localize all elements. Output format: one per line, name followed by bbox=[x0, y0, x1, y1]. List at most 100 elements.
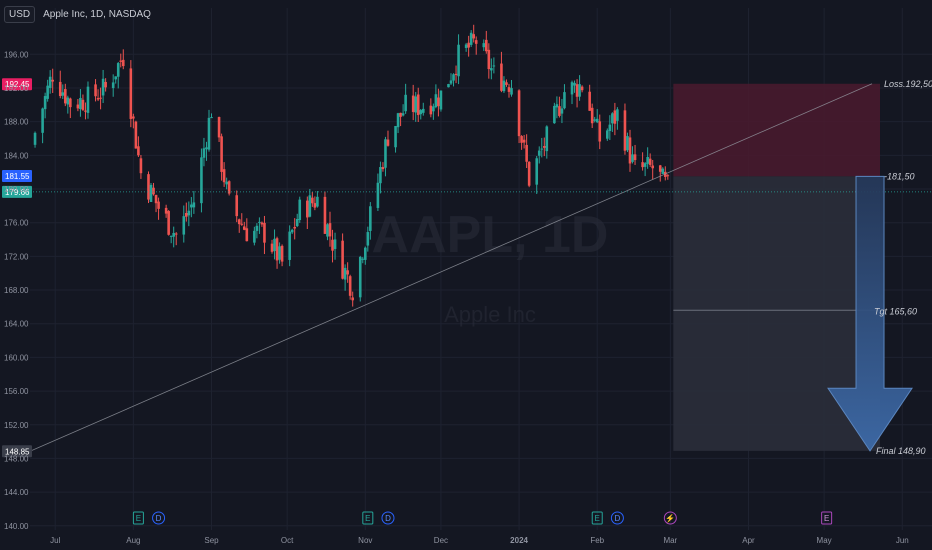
candle-body bbox=[379, 167, 382, 184]
y-tick-label: 152.00 bbox=[4, 421, 29, 430]
dividend-icon[interactable] bbox=[381, 511, 395, 525]
candle-body bbox=[502, 80, 506, 92]
x-tick-label: Nov bbox=[358, 536, 372, 545]
currency-button[interactable]: USD bbox=[4, 6, 36, 23]
candle-body bbox=[376, 182, 380, 208]
y-tick-label: 196.00 bbox=[4, 50, 29, 59]
y-tick-label: 180.00 bbox=[4, 185, 29, 194]
candle-body bbox=[157, 201, 160, 209]
candle-body bbox=[421, 108, 425, 113]
candle-body bbox=[611, 113, 614, 124]
candle-body bbox=[182, 216, 186, 235]
x-tick-label: Sep bbox=[204, 536, 219, 545]
target-arrow[interactable] bbox=[827, 175, 913, 452]
earnings-icon[interactable] bbox=[362, 511, 374, 525]
candle-body bbox=[333, 239, 337, 249]
candle-body bbox=[237, 219, 241, 225]
candle-body bbox=[396, 113, 400, 128]
candle-body bbox=[666, 175, 670, 177]
candle-body bbox=[578, 84, 581, 97]
candle-body bbox=[358, 256, 362, 298]
candle-body bbox=[434, 94, 438, 108]
candle-body bbox=[439, 90, 443, 110]
candle-body bbox=[217, 117, 221, 138]
candle-body bbox=[510, 88, 513, 95]
price-tag bbox=[2, 185, 32, 198]
candle-body bbox=[346, 270, 349, 275]
candle-body bbox=[631, 154, 634, 162]
earnings-icon[interactable] bbox=[591, 511, 603, 525]
x-tick-label: Jun bbox=[896, 536, 909, 545]
price-tag bbox=[2, 78, 32, 91]
candle-body bbox=[381, 167, 385, 170]
candle-body bbox=[623, 110, 627, 151]
candle-body bbox=[202, 148, 206, 158]
y-tick-label: 156.00 bbox=[4, 387, 29, 396]
candle-body bbox=[263, 222, 266, 243]
candle-body bbox=[147, 174, 150, 200]
candle-body bbox=[369, 206, 372, 231]
candle-body bbox=[474, 40, 478, 44]
earnings-upcoming-icon[interactable] bbox=[821, 511, 833, 525]
candle-body bbox=[280, 245, 284, 262]
earnings-upcoming-label: E bbox=[824, 514, 829, 523]
candle-body bbox=[288, 231, 291, 260]
candle-body bbox=[386, 139, 390, 146]
candle-body bbox=[527, 161, 531, 186]
candle-body bbox=[560, 108, 564, 114]
candle-body bbox=[43, 96, 47, 110]
candle-body bbox=[414, 96, 418, 113]
candle-body bbox=[437, 97, 440, 107]
loss-zone[interactable] bbox=[673, 83, 881, 177]
candle-body bbox=[172, 232, 175, 237]
candle-body bbox=[411, 95, 415, 112]
candle-body bbox=[490, 68, 493, 71]
candle-body bbox=[520, 136, 523, 143]
x-tick-label: Oct bbox=[281, 536, 294, 545]
candle-body bbox=[429, 105, 433, 115]
candle-body bbox=[169, 235, 173, 237]
dividend-icon[interactable] bbox=[610, 511, 624, 525]
dividend-icon[interactable] bbox=[152, 511, 166, 525]
earnings-label: E bbox=[365, 514, 370, 523]
candle-body bbox=[593, 119, 597, 121]
candle-body bbox=[646, 157, 649, 164]
candle-body bbox=[152, 187, 155, 195]
candle-body bbox=[545, 126, 549, 152]
chart-header: USD Apple Inc, 1D, NASDAQ bbox=[4, 6, 151, 23]
candle-body bbox=[570, 82, 574, 95]
candle-body bbox=[540, 148, 544, 150]
candle-body bbox=[121, 59, 125, 67]
candle-body bbox=[432, 106, 435, 112]
symbol-title[interactable]: Apple Inc, 1D, NASDAQ bbox=[43, 9, 151, 20]
y-tick-label: 184.00 bbox=[4, 151, 29, 160]
candle-body bbox=[404, 94, 407, 112]
trendline[interactable] bbox=[29, 83, 873, 452]
candle-body bbox=[66, 97, 70, 105]
candle-body bbox=[48, 76, 52, 88]
candle-body bbox=[457, 44, 460, 77]
candle-body bbox=[306, 200, 309, 218]
candle-body bbox=[41, 108, 44, 133]
watermark-name: Apple Inc bbox=[444, 302, 536, 327]
candle-body bbox=[643, 163, 647, 167]
candle-body bbox=[253, 230, 256, 243]
y-tick-label: 176.00 bbox=[4, 219, 29, 228]
candle-body bbox=[535, 158, 539, 185]
split-icon[interactable] bbox=[663, 511, 677, 525]
price-tag-label: 181.55 bbox=[5, 172, 30, 181]
split-label: ⚡ bbox=[665, 513, 675, 523]
candle-body bbox=[134, 121, 138, 149]
candle-body bbox=[129, 68, 133, 119]
candle-body bbox=[326, 224, 329, 237]
candle-body bbox=[58, 81, 62, 97]
candle-body bbox=[114, 76, 118, 80]
y-tick-label: 172.00 bbox=[4, 252, 29, 261]
candle-body bbox=[61, 92, 65, 96]
earnings-icon[interactable] bbox=[132, 511, 144, 525]
candle-body bbox=[366, 232, 370, 246]
candle-body bbox=[242, 226, 246, 230]
candle-body bbox=[553, 105, 556, 124]
x-tick-label: Jul bbox=[50, 536, 60, 545]
